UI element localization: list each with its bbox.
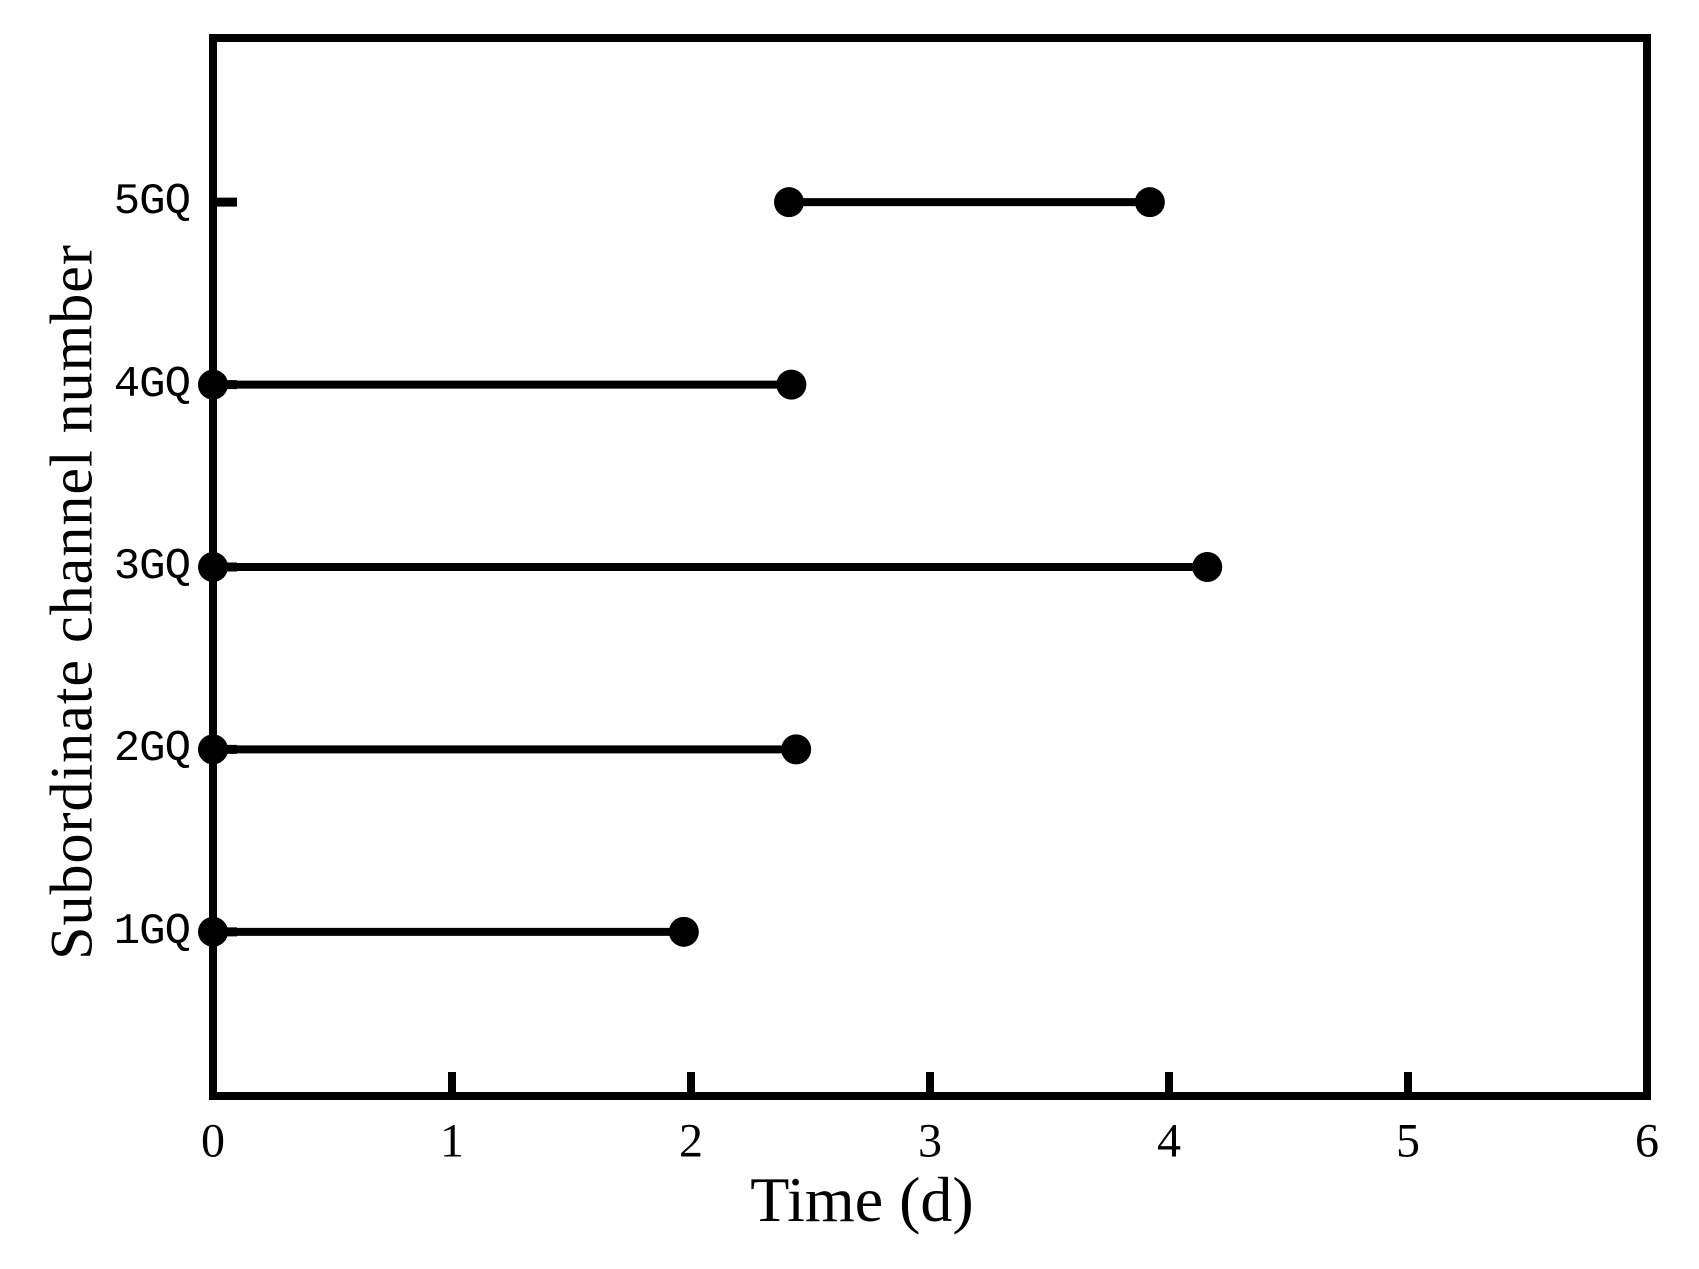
endpoint-dot-start-2GQ	[198, 734, 228, 765]
x-tick-label-5: 5	[1396, 1114, 1420, 1168]
endpoint-dot-start-1GQ	[198, 916, 228, 947]
y-tick-label-2GQ: 2GQ	[113, 724, 191, 775]
x-tick-label-2: 2	[679, 1114, 703, 1168]
x-axis-title: Time (d)	[750, 1164, 974, 1235]
y-tick-label-1GQ: 1GQ	[113, 906, 191, 957]
endpoint-dot-start-5GQ	[773, 187, 804, 218]
y-axis-title: Subordinate channel number	[38, 244, 105, 960]
endpoint-dot-start-4GQ	[198, 369, 228, 400]
x-tick-label-3: 3	[918, 1114, 942, 1168]
x-tick-label-0: 0	[201, 1114, 225, 1168]
y-tick-label-5GQ: 5GQ	[113, 177, 191, 228]
y-tick-label-3GQ: 3GQ	[113, 542, 191, 592]
endpoint-dot-end-3GQ	[1192, 552, 1223, 582]
x-tick-label-6: 6	[1635, 1114, 1659, 1168]
endpoint-dot-end-4GQ	[776, 369, 807, 400]
endpoint-dot-end-5GQ	[1134, 187, 1165, 218]
x-tick-label-4: 4	[1157, 1114, 1181, 1168]
endpoint-dot-end-2GQ	[781, 734, 812, 765]
endpoint-dot-start-3GQ	[198, 552, 228, 582]
endpoint-dot-end-1GQ	[668, 916, 699, 947]
y-tick-label-4GQ: 4GQ	[113, 359, 191, 410]
x-tick-label-1: 1	[440, 1114, 464, 1168]
